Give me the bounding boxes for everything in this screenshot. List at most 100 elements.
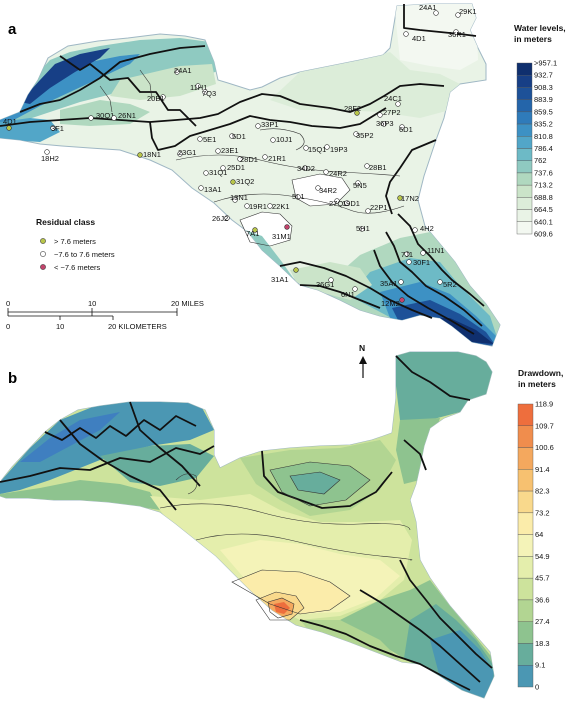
well-label: 7Q3 — [202, 89, 216, 98]
well-marker — [403, 31, 409, 37]
drawdown-legend-label: 45.7 — [535, 574, 550, 583]
well-label: 24A1 — [174, 66, 192, 75]
well-label: 27P2 — [383, 108, 401, 117]
well-label: 7J1 — [401, 250, 413, 259]
well-label: 28B1 — [369, 163, 387, 172]
well-marker — [237, 156, 243, 162]
well-label: 5R2 — [443, 280, 457, 289]
drawdown-legend-swatch — [517, 425, 534, 448]
well-label: 7A1 — [246, 229, 259, 238]
well-marker — [359, 226, 365, 232]
drawdown-legend-swatch — [517, 469, 534, 492]
well-marker — [377, 112, 383, 118]
well-label: 27Q1 — [329, 199, 347, 208]
well-marker — [354, 110, 360, 116]
well-label: 28F2 — [344, 104, 361, 113]
well-label: 33P1 — [261, 120, 279, 129]
well-marker — [195, 83, 201, 89]
drawdown-legend-label: 54.9 — [535, 552, 550, 561]
scale-miles-0: 0 — [6, 299, 10, 308]
well-marker — [255, 123, 261, 129]
well-marker — [229, 133, 235, 139]
water-legend-title-1: Water levels, — [514, 23, 566, 33]
water-legend-swatch — [516, 209, 533, 222]
well-marker — [6, 125, 12, 131]
well-label: 18N1 — [143, 150, 161, 159]
well-label: 24R2 — [329, 169, 347, 178]
scale-km-10: 10 — [56, 322, 64, 331]
well-marker — [324, 144, 330, 150]
scale-miles-20: 20 MILES — [171, 299, 204, 308]
well-label: 29K1 — [459, 7, 477, 16]
well-label: 21R1 — [268, 154, 286, 163]
water-legend-swatch — [516, 148, 533, 161]
well-label: 36P3 — [376, 119, 394, 128]
drawdown-legend-swatch — [517, 599, 534, 622]
well-marker — [412, 227, 418, 233]
water-legend-swatch — [516, 136, 533, 149]
well-marker — [262, 154, 268, 160]
well-label: 6D1 — [399, 125, 413, 134]
well-marker — [328, 277, 334, 283]
well-marker — [399, 124, 405, 130]
well-marker — [174, 69, 180, 75]
well-marker — [202, 89, 208, 95]
well-label: 12M2 — [381, 299, 400, 308]
well-marker — [353, 131, 359, 137]
well-marker — [399, 297, 405, 303]
well-marker — [381, 121, 387, 127]
well-label: 23E1 — [221, 146, 239, 155]
water-legend-swatch — [516, 62, 533, 76]
well-label: 4D1 — [412, 34, 426, 43]
well-marker — [295, 194, 301, 200]
well-label: 35P2 — [356, 131, 374, 140]
drawdown-legend-swatch — [517, 556, 534, 579]
water-legend-swatch — [516, 111, 533, 125]
water-legend-swatch — [516, 172, 533, 186]
well-marker — [44, 149, 50, 155]
drawdown-legend-label: 73.2 — [535, 508, 550, 517]
well-label: 13A1 — [204, 185, 222, 194]
well-label: 19R1 — [249, 202, 267, 211]
well-label: 5H1 — [356, 224, 370, 233]
drawdown-legend-swatch — [517, 447, 534, 470]
water-legend-title-2: in meters — [514, 34, 552, 44]
water-legend-label: 664.5 — [534, 205, 553, 214]
well-label: 11H1 — [190, 83, 207, 92]
water-legend-swatch — [516, 197, 533, 210]
well-marker — [364, 163, 370, 169]
well-marker — [397, 195, 403, 201]
drawdown-legend: Drawdown, in meters 118.9 109.7 100.6 91.4 8… — [517, 368, 563, 692]
scale-km-20: 20 KILOMETERS — [108, 322, 167, 331]
well-label: 36R1 — [448, 30, 466, 39]
well-marker — [197, 136, 203, 142]
well-marker — [267, 203, 273, 209]
drawdown-legend-label: 118.9 — [535, 400, 553, 409]
well-marker — [455, 12, 461, 18]
well-marker — [420, 250, 426, 256]
drawdown-legend-swatch — [517, 403, 534, 426]
water-legend-swatch — [516, 160, 533, 174]
well-marker — [244, 203, 250, 209]
well-label: 31M1 — [272, 232, 291, 241]
well-marker — [224, 215, 230, 221]
well-label: 26N1 — [118, 111, 136, 120]
well-marker — [198, 185, 204, 191]
water-legend-swatch — [516, 221, 533, 235]
well-label: 4D1 — [3, 117, 17, 126]
drawdown-legend-swatch — [517, 643, 534, 666]
panel-a-letter: a — [8, 21, 17, 38]
water-legend-label: 640.1 — [534, 217, 553, 226]
water-legend-swatch — [516, 87, 533, 100]
drawdown-legend-scale: 118.9 109.7 100.6 91.4 82.3 73.2 64 54.9 45.7 36.… — [517, 400, 554, 692]
well-marker — [293, 267, 299, 273]
residual-mid-label: −7.6 to 7.6 meters — [54, 250, 115, 259]
drawdown-legend-label: 0 — [535, 683, 539, 692]
water-legend-label: 835.2 — [534, 120, 553, 129]
well-label: 23G1 — [178, 148, 196, 157]
drawdown-legend-swatch — [517, 534, 534, 557]
well-marker — [177, 151, 183, 157]
well-label: 36G1 — [316, 280, 334, 289]
drawdown-legend-label: 109.7 — [535, 421, 554, 430]
